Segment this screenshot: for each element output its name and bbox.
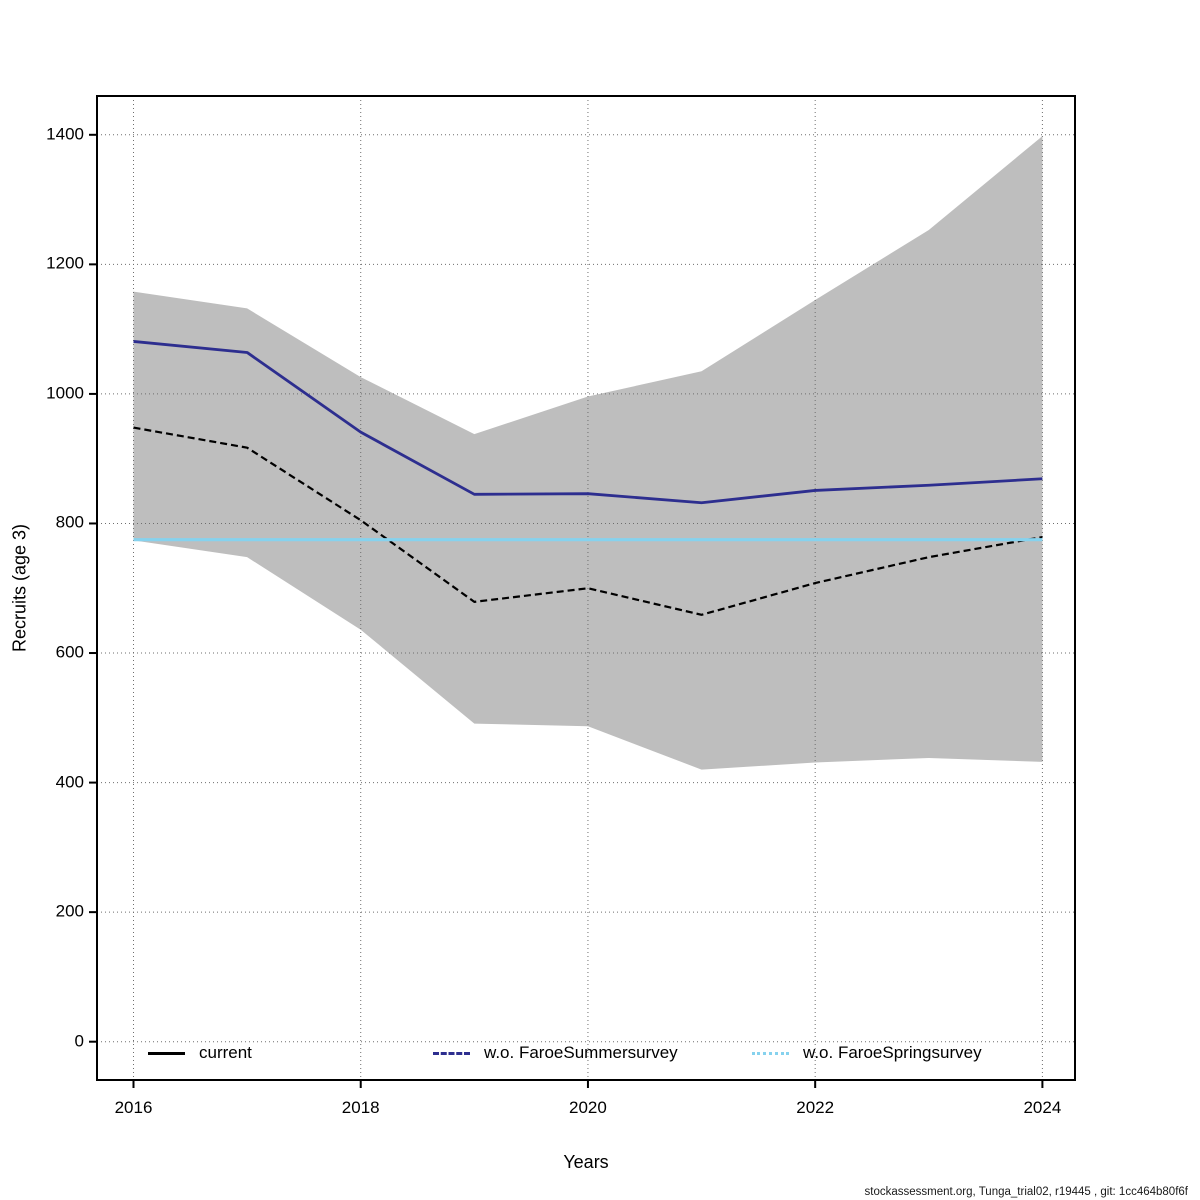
- plot-box: [96, 95, 1076, 1081]
- series-line-1: [133, 340, 1043, 505]
- x-tick-label-2016: 2016: [114, 1098, 153, 1117]
- legend-marker-springsurvey-line: [752, 1051, 789, 1055]
- y-tick-label-200: 200: [55, 901, 84, 921]
- legend-entry-wo-faroesummersurvey: w.o. FaroeSummersurvey: [433, 1043, 678, 1063]
- legend-label-springsurvey: w.o. FaroeSpringsurvey: [803, 1043, 982, 1062]
- y-axis-label: Recruits (age 3): [9, 523, 30, 653]
- y-tick-label-1400: 1400: [46, 124, 84, 144]
- series-line-0: [133, 426, 1043, 616]
- y-tick-label-1200: 1200: [46, 253, 84, 273]
- x-tick-label-2024: 2024: [1023, 1098, 1062, 1117]
- legend-label-summersurvey: w.o. FaroeSummersurvey: [484, 1043, 678, 1062]
- x-axis-label: Years: [563, 1152, 609, 1172]
- legend-entry-current: current: [148, 1043, 252, 1063]
- legend-marker-summersurvey-line: [433, 1051, 470, 1055]
- y-tick-label-400: 400: [55, 771, 84, 791]
- x-tick-label-2018: 2018: [341, 1098, 380, 1117]
- footer-watermark: stockassessment.org, Tunga_trial02, r194…: [864, 1186, 1188, 1198]
- x-tick-label-2022: 2022: [796, 1098, 835, 1117]
- legend-entry-wo-faroespringsurvey: w.o. FaroeSpringsurvey: [752, 1043, 982, 1063]
- legend-label-current: current: [199, 1043, 252, 1062]
- y-tick-label-600: 600: [55, 642, 84, 662]
- legend-marker-current-line: [148, 1051, 185, 1055]
- y-tick-label-800: 800: [55, 512, 84, 532]
- y-tick-label-0: 0: [74, 1031, 84, 1051]
- x-tick-label-2020: 2020: [569, 1098, 607, 1117]
- y-tick-label-1000: 1000: [46, 383, 84, 403]
